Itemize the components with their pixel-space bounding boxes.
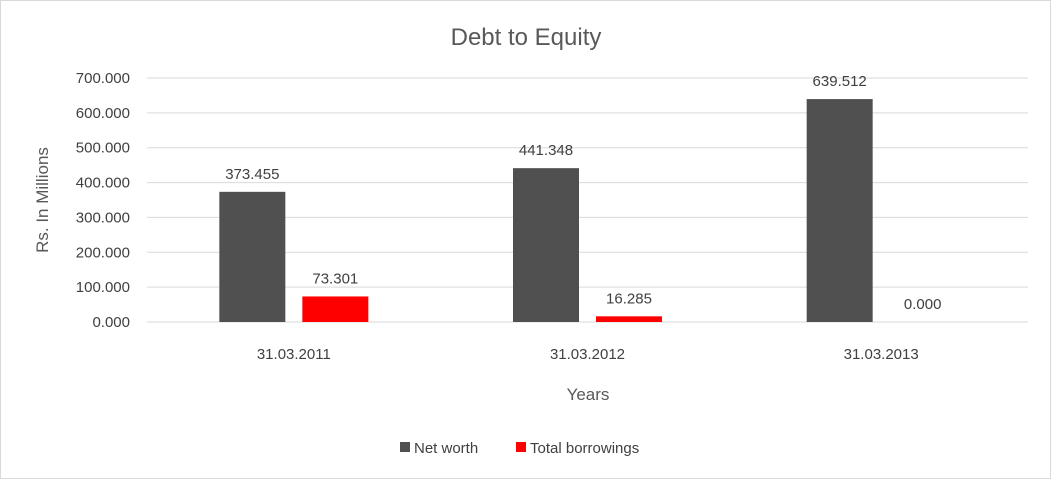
data-label: 373.455 (225, 166, 279, 183)
legend-swatch (516, 442, 526, 452)
legend-label: Net worth (414, 440, 478, 457)
data-label: 441.348 (519, 142, 573, 159)
data-label: 639.512 (813, 73, 867, 90)
y-tick-label: 400.000 (76, 175, 130, 192)
y-tick-label: 600.000 (76, 105, 130, 122)
data-labels: 373.455 73.301 441.348 16.285 639.512 0.000 (225, 73, 941, 313)
x-axis-label: Years (567, 385, 610, 404)
y-tick-label: 700.000 (76, 70, 130, 87)
data-label: 0.000 (904, 296, 942, 313)
x-tick-label: 31.03.2011 (257, 346, 331, 363)
gridlines (147, 77, 1028, 323)
bar (596, 316, 662, 322)
bar (806, 99, 873, 323)
bar (219, 191, 286, 322)
bar (513, 168, 579, 322)
x-axis-ticks: 31.03.2011 31.03.2012 31.03.2013 (257, 346, 919, 363)
y-axis-ticks: 0.000 100.000 200.000 300.000 400.000 500.000… (76, 70, 130, 331)
data-label: 16.285 (606, 290, 652, 307)
data-label: 73.301 (312, 270, 358, 287)
y-tick-label: 500.000 (76, 140, 130, 157)
legend-label: Total borrowings (530, 440, 639, 457)
y-axis-label: Rs. In Millions (33, 147, 52, 253)
y-tick-label: 300.000 (76, 209, 130, 226)
legend-swatch (400, 442, 410, 452)
y-tick-label: 100.000 (76, 279, 130, 296)
bars (219, 99, 873, 323)
chart-title: Debt to Equity (451, 24, 602, 51)
y-tick-label: 200.000 (76, 244, 130, 261)
legend: Net worth Total borrowings (400, 440, 639, 457)
x-tick-label: 31.03.2013 (844, 346, 919, 363)
y-tick-label: 0.000 (92, 314, 130, 331)
bar (302, 296, 369, 322)
x-tick-label: 31.03.2012 (550, 346, 625, 363)
